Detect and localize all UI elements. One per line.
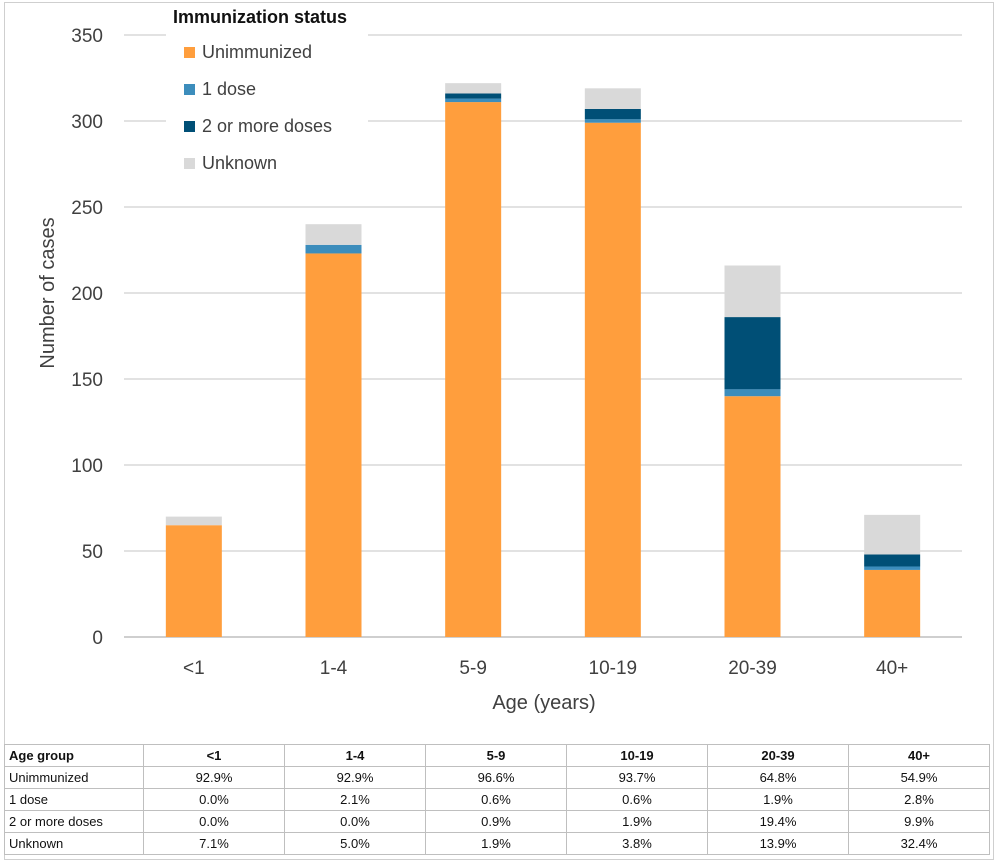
data-table: Age group <1 1-4 5-9 10-19 20-39 40+ Unimmuniz… — [4, 744, 990, 855]
x-tick-label: 20-39 — [728, 658, 777, 679]
y-tick-label: 250 — [71, 198, 103, 219]
table-cell: 13.9% — [707, 832, 849, 855]
stacked-bar-chart: 0 50 100 150 200 250 300 350 <1 1-4 5-9 10-19 20-39… — [37, 6, 962, 714]
table-row: 1 dose 0.0% 2.1% 0.6% 0.6% 1.9% 2.8% — [4, 788, 990, 811]
table-cell: 0.0% — [143, 788, 285, 811]
table-cell: Unimmunized — [4, 766, 144, 789]
chart-frame — [4, 2, 994, 860]
table-cell: 0.0% — [143, 810, 285, 833]
table-cell: 96.6% — [425, 766, 567, 789]
legend-items: Unimmunized 1 dose 2 or more doses Unknown — [184, 42, 332, 173]
bar-segment — [445, 83, 502, 94]
bars — [165, 83, 921, 638]
bar-segment — [305, 224, 362, 245]
table-header-cell: 1-4 — [284, 744, 426, 767]
table-cell: 5.0% — [284, 832, 426, 855]
legend-swatch — [184, 84, 195, 95]
table-header-cell: <1 — [143, 744, 285, 767]
y-axis-ticks: 0 50 100 150 200 250 300 350 — [71, 26, 103, 649]
legend-label: Unknown — [202, 153, 277, 173]
table-cell: 0.0% — [284, 810, 426, 833]
table-cell: 2.1% — [284, 788, 426, 811]
legend-swatch — [184, 158, 195, 169]
table-cell: 1 dose — [4, 788, 144, 811]
table-cell: 9.9% — [848, 810, 990, 833]
table-header-cell: 5-9 — [425, 744, 567, 767]
bar-segment — [724, 396, 781, 637]
legend-background — [166, 6, 368, 180]
y-tick-label: 150 — [71, 370, 103, 391]
y-tick-label: 200 — [71, 284, 103, 305]
table-cell: 3.8% — [566, 832, 708, 855]
x-tick-label: 5-9 — [459, 658, 486, 679]
legend-swatch — [184, 121, 195, 132]
x-tick-label: 10-19 — [589, 658, 638, 679]
table-cell: Unknown — [4, 832, 144, 855]
y-tick-label: 0 — [92, 628, 103, 649]
y-tick-label: 300 — [71, 112, 103, 133]
bar-segment — [305, 244, 362, 254]
table-row: 2 or more doses 0.0% 0.0% 0.9% 1.9% 19.4% 9.9% — [4, 810, 990, 833]
bar-segment — [864, 566, 921, 570]
bar-segment — [724, 389, 781, 397]
bar-segment — [584, 108, 641, 120]
y-tick-label: 350 — [71, 26, 103, 47]
legend-title: Immunization status — [173, 7, 347, 27]
table-cell: 92.9% — [284, 766, 426, 789]
table-cell: 0.6% — [425, 788, 567, 811]
table-cell: 1.9% — [425, 832, 567, 855]
table-cell: 1.9% — [707, 788, 849, 811]
table-cell: 93.7% — [566, 766, 708, 789]
x-axis-title: Age (years) — [492, 692, 595, 714]
table-cell: 0.9% — [425, 810, 567, 833]
bar-segment — [165, 525, 222, 637]
bar-segment — [584, 122, 641, 638]
table-body: Unimmunized 92.9% 92.9% 96.6% 93.7% 64.8% 54.9… — [4, 766, 990, 855]
bar-segment — [305, 253, 362, 637]
x-axis-ticks: <1 1-4 5-9 10-19 20-39 40+ — [183, 658, 908, 679]
bar-segment — [724, 317, 781, 390]
legend: Immunization status Unimmunized 1 dose 2 o… — [166, 6, 368, 180]
legend-label: 2 or more doses — [202, 116, 332, 136]
table-cell: 64.8% — [707, 766, 849, 789]
table-cell: 2 or more doses — [4, 810, 144, 833]
x-tick-label: 40+ — [876, 658, 908, 679]
table-cell: 2.8% — [848, 788, 990, 811]
bar-segment — [584, 119, 641, 123]
table-cell: 19.4% — [707, 810, 849, 833]
bar-segment — [445, 98, 502, 103]
x-tick-label: <1 — [183, 658, 205, 679]
y-tick-label: 100 — [71, 456, 103, 477]
x-tick-label: 1-4 — [320, 658, 348, 679]
legend-label: 1 dose — [202, 79, 256, 99]
bar-segment — [724, 265, 781, 318]
y-tick-label: 50 — [82, 542, 103, 563]
table-header-cell: 20-39 — [707, 744, 849, 767]
bar-segment — [864, 514, 921, 555]
legend-swatch — [184, 47, 195, 58]
bar-segment — [584, 88, 641, 109]
table-header-cell: Age group — [4, 744, 144, 767]
table-cell: 92.9% — [143, 766, 285, 789]
bar-segment — [445, 102, 502, 637]
table-header-row: Age group <1 1-4 5-9 10-19 20-39 40+ — [4, 744, 990, 767]
legend-label: Unimmunized — [202, 42, 312, 62]
table-cell: 1.9% — [566, 810, 708, 833]
table-cell: 0.6% — [566, 788, 708, 811]
table-cell: 32.4% — [848, 832, 990, 855]
table-header-cell: 40+ — [848, 744, 990, 767]
table-cell: 54.9% — [848, 766, 990, 789]
bar-segment — [864, 554, 921, 567]
bar-segment — [165, 516, 222, 526]
table-row: Unimmunized 92.9% 92.9% 96.6% 93.7% 64.8% 54.9… — [4, 766, 990, 789]
bar-segment — [864, 569, 921, 637]
table-header-cell: 10-19 — [566, 744, 708, 767]
table-cell: 7.1% — [143, 832, 285, 855]
table-row: Unknown 7.1% 5.0% 1.9% 3.8% 13.9% 32.4% — [4, 832, 990, 855]
y-axis-title: Number of cases — [37, 217, 59, 368]
bar-segment — [445, 93, 502, 99]
